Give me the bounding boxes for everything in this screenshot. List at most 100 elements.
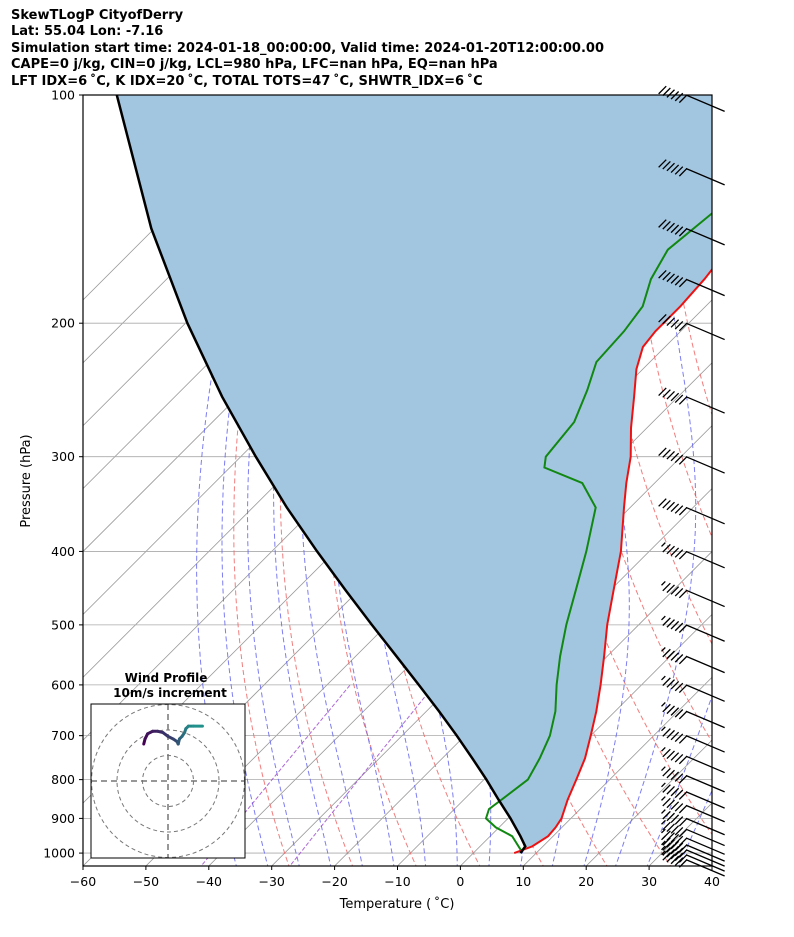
moist-adiabat-line	[328, 95, 395, 866]
wind-barb-flag	[674, 92, 684, 102]
isotherm-line	[522, 676, 712, 866]
wind-barb-flag	[658, 159, 667, 168]
wind-barb-flag	[658, 498, 667, 507]
moist-adiabat-line	[273, 95, 336, 866]
wind-barb-half-flag	[661, 615, 666, 621]
wind-barb	[661, 726, 725, 753]
wind-barb-flag	[658, 85, 667, 95]
wind-barb-half-flag	[661, 850, 666, 856]
wind-barb-flag	[662, 87, 671, 97]
wind-barb-flag	[666, 545, 675, 555]
y-tick-label: 200	[51, 316, 75, 331]
wind-barb-half-flag	[661, 828, 666, 834]
location-label: Lat: 55.04 Lon: -7.16	[11, 24, 164, 40]
x-tick-label: −50	[133, 874, 159, 889]
wind-barb-flag	[666, 650, 675, 660]
wind-barb-flag	[666, 619, 675, 628]
wind-barb	[661, 766, 725, 793]
wind-barb-flag	[674, 226, 684, 235]
wind-barb-staff	[685, 828, 725, 847]
wind-barb-flag	[670, 620, 680, 630]
wind-barb-flag	[670, 224, 680, 234]
chart-title: SkewTLogP CityofDerry	[11, 8, 184, 23]
wind-barb-flag	[678, 837, 688, 847]
wind-barb	[661, 845, 725, 872]
wind-barb-flag	[670, 652, 680, 661]
wind-barb-half-flag	[661, 580, 666, 586]
moist-adiabat-line	[196, 95, 283, 866]
wind-barb-staff	[685, 278, 725, 297]
wind-barb	[658, 219, 725, 246]
wind-barb-flag	[662, 449, 671, 458]
dewpoint-line	[484, 212, 712, 851]
wind-barb-flag	[662, 389, 671, 398]
wind-barb	[661, 702, 725, 729]
wind-barb-flag	[674, 709, 684, 718]
parcel-line	[115, 95, 527, 854]
wind-barb	[661, 782, 725, 809]
wind-barb-flag	[678, 589, 688, 599]
wind-barb	[658, 447, 725, 474]
wind-barb-flag	[678, 396, 688, 405]
wind-barb-flag	[678, 844, 688, 853]
wind-barb-flag	[670, 825, 680, 834]
wind-barb-flag	[658, 219, 667, 228]
wind-barb-staff	[685, 804, 725, 823]
wind-barb-flag	[658, 270, 667, 279]
wind-barb-half-flag	[661, 675, 666, 681]
wind-barb-half-flag	[661, 647, 666, 652]
wind-barb-flag	[666, 823, 675, 833]
wind-barb-staff	[685, 684, 725, 702]
mixing-ratio-line	[289, 684, 435, 866]
wind-barb-staff	[685, 506, 725, 525]
wind-barb-flag	[662, 852, 671, 861]
wind-barb-flag	[666, 679, 675, 688]
wind-barb-flag	[662, 648, 671, 658]
wind-barb-staff	[685, 167, 725, 186]
wind-barb-flag	[678, 804, 688, 814]
wind-barb-flag	[674, 835, 684, 845]
chart-header: SkewTLogP CityofDerry Lat: 55.04 Lon: -7…	[11, 8, 604, 90]
wind-barb-flag	[662, 677, 671, 686]
wind-barb	[661, 746, 725, 774]
wind-barb-flag	[678, 228, 688, 237]
wind-barb-staff	[685, 735, 725, 753]
x-axis-label: Temperature ( ˚C)	[339, 896, 455, 912]
moist-adiabat-line	[246, 95, 318, 866]
wind-barb-flag	[670, 503, 680, 513]
wind-barb-flag	[670, 91, 680, 100]
time-label: Simulation start time: 2024-01-18_00:00:…	[11, 40, 604, 56]
x-tick-label: −20	[321, 874, 347, 889]
wind-barb-flag	[670, 707, 680, 716]
wind-barb-staff	[685, 396, 725, 414]
wind-barb-flag	[674, 166, 684, 175]
wind-barb-half-flag	[661, 819, 666, 825]
y-tick-label: 400	[51, 544, 75, 559]
wind-barb-staff	[685, 774, 725, 793]
wind-barb-flag	[662, 830, 671, 840]
wind-barb-staff	[685, 859, 725, 877]
wind-barb	[658, 85, 725, 112]
wind-barb-flag	[666, 273, 675, 283]
wind-barb-staff	[685, 837, 725, 855]
wind-barb-staff	[685, 844, 725, 862]
cin-shading	[116, 95, 712, 854]
inset-title: Wind Profile	[125, 671, 208, 685]
x-tick-label: −10	[384, 874, 410, 889]
wind-barb-flag	[674, 454, 684, 464]
y-tick-label: 900	[51, 811, 75, 826]
moist-adiabat-line	[740, 82, 794, 870]
wind-barb-flag	[662, 499, 671, 509]
wind-barb	[661, 809, 725, 836]
isotherm-line	[459, 613, 712, 866]
y-tick-label: 500	[51, 617, 75, 632]
y-tick-label: 1000	[43, 846, 75, 861]
wind-barb-flag	[666, 786, 675, 795]
wind-barb-flag	[666, 162, 675, 172]
wind-barb-flag	[670, 850, 680, 860]
wind-barb-flag	[678, 755, 688, 765]
wind-barb-flag	[670, 586, 680, 595]
y-tick-label: 600	[51, 677, 75, 692]
axes: −60 −50 −40 −30 −20 −10 0 10 20 30 40 1000 900 800 700…	[43, 88, 720, 890]
